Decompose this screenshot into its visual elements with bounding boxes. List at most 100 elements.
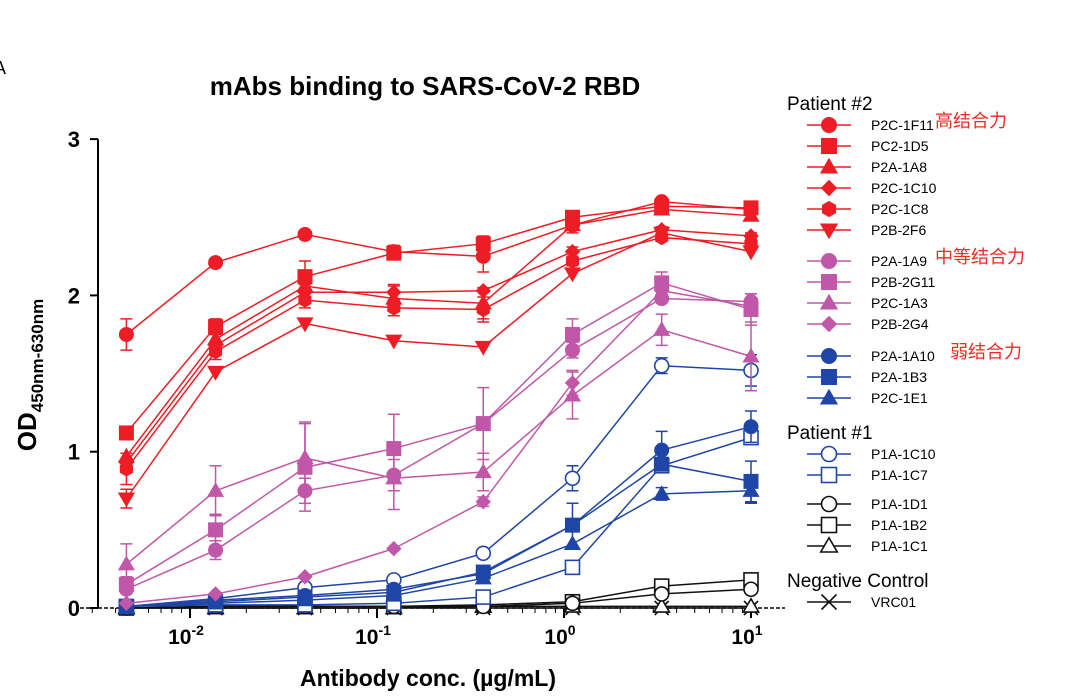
legend-item-P1A-1C10: P1A-1C10 (807, 445, 936, 463)
marker-circle (821, 348, 837, 364)
y-axis-label-sub: 450nm-630nm (28, 299, 47, 412)
marker-circle (208, 255, 224, 271)
marker-circle (743, 419, 759, 435)
marker-square (208, 522, 224, 538)
legend-group-title: Patient #2 (787, 94, 873, 115)
marker-circle (564, 595, 581, 612)
legend-label: P1A-1C7 (871, 467, 928, 483)
y-tick-label: 2 (68, 283, 80, 308)
marker-triangle (819, 157, 839, 174)
legend-label: P2C-1A3 (871, 295, 928, 311)
marker-circle (386, 244, 402, 260)
marker-circle (821, 253, 837, 269)
legend-label: P2B-2F6 (871, 222, 926, 238)
legend-item-P2A-1A9: P2A-1A9 中等结合力 (807, 247, 1025, 269)
legend-label: P1A-1D1 (871, 496, 928, 512)
marker-diamond (207, 586, 224, 602)
marker-square (475, 589, 492, 605)
marker-diamond (475, 494, 491, 510)
legend-item-P2C-1C10: P2C-1C10 (807, 179, 937, 197)
marker-circle (386, 581, 402, 597)
marker-triangle (819, 293, 839, 310)
marker-triangle-down (117, 492, 135, 508)
series-line (125, 208, 752, 457)
marker-circle (297, 483, 313, 499)
x-tick-label: 100 (544, 622, 575, 649)
marker-triangle (206, 482, 225, 497)
marker-circle (653, 586, 670, 602)
series-line (126, 297, 752, 590)
marker-square (821, 369, 837, 385)
marker-triangle (206, 330, 225, 346)
marker-triangle (563, 386, 582, 402)
legend-group-title: Negative Control (787, 571, 929, 592)
marker-triangle (653, 485, 671, 501)
marker-circle (475, 566, 491, 582)
marker-circle (654, 291, 670, 307)
y-axis-label-main: OD (12, 412, 42, 451)
legend-item-P2A-1B3: P2A-1B3 (807, 369, 927, 385)
marker-diamond (297, 569, 313, 585)
marker-circle (208, 542, 224, 558)
marker-diamond (743, 228, 759, 244)
legend-item-P2A-1A10: P2A-1A10 弱结合力 (807, 342, 1022, 364)
series-P2A-1A9 (118, 291, 759, 597)
marker-x (820, 593, 838, 611)
marker-triangle (652, 597, 671, 613)
marker-circle (564, 217, 580, 233)
marker-circle (743, 581, 759, 598)
legend-item-P2C-1C8: P2C-1C8 (807, 200, 929, 218)
legend-label: PC2-1D5 (871, 138, 929, 154)
legend-item-P2C-1F11: P2C-1F11 高结合力 (807, 111, 1007, 133)
marker-diamond (564, 243, 581, 260)
marker-circle (821, 117, 837, 133)
series-line (125, 236, 752, 470)
series-line (126, 289, 752, 605)
marker-triangle (117, 555, 135, 571)
marker-circle (820, 445, 838, 463)
legend-label: VRC01 (871, 594, 916, 610)
marker-diamond (118, 595, 135, 612)
legend-label: P2A-1A9 (871, 253, 927, 269)
legend-item-P2A-1A8: P2A-1A8 (807, 157, 927, 175)
y-tick-label: 0 (68, 596, 80, 621)
series-line (126, 436, 752, 608)
marker-square (564, 326, 580, 342)
legend-group-title: Patient #1 (787, 423, 873, 444)
legend-item-P1A-1D1: P1A-1D1 (807, 495, 928, 513)
x-axis-label: Antibody conc. (µg/mL) (300, 665, 556, 691)
marker-square (297, 269, 313, 285)
marker-circle (297, 226, 313, 242)
legend-item-P2B-2G4: P2B-2G4 (807, 315, 929, 333)
marker-circle (118, 581, 134, 597)
legend-item-VRC01: VRC01 (807, 593, 916, 611)
marker-square (821, 274, 837, 290)
marker-circle (475, 545, 492, 562)
x-tick-label: 10-1 (355, 622, 391, 649)
series-P2C-1A3 (117, 313, 760, 586)
legend-item-P2C-1A3: P2C-1A3 (807, 293, 928, 311)
marker-circle (820, 495, 838, 513)
y-axis-label: OD450nm-630nm (12, 299, 47, 451)
legend-item-P2C-1E1: P2C-1E1 (807, 388, 928, 406)
marker-square (820, 516, 838, 534)
legend-item-P2B-2F6: P2B-2F6 (807, 222, 926, 240)
marker-hexagon (565, 253, 579, 269)
panel-label: A (0, 58, 6, 78)
marker-diamond (653, 222, 670, 238)
marker-diamond (820, 179, 838, 197)
marker-triangle (474, 294, 492, 310)
legend-label: P2A-1A8 (871, 159, 927, 175)
marker-circle (118, 326, 134, 342)
legend-label: P2B-2G4 (871, 316, 929, 332)
legend-item-P2B-2G11: P2B-2G11 (807, 274, 936, 290)
x-tick-label: 10-2 (168, 622, 204, 649)
marker-triangle-down (563, 267, 582, 283)
series-line (125, 232, 752, 500)
marker-triangle (474, 463, 492, 479)
legend-label: P2C-1C8 (871, 201, 929, 217)
marker-diamond (386, 540, 402, 557)
marker-square (564, 559, 581, 576)
marker-triangle (819, 388, 839, 405)
